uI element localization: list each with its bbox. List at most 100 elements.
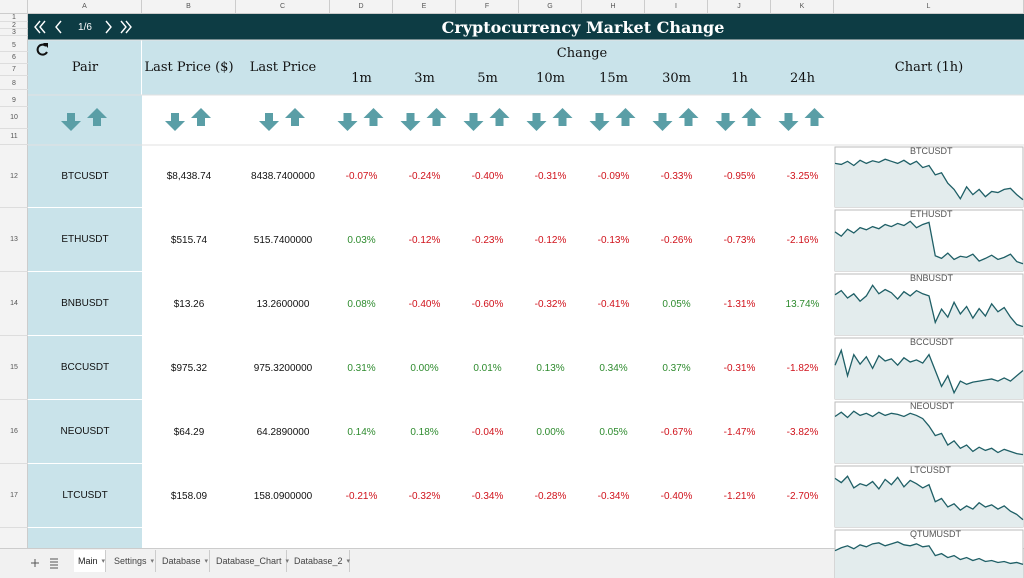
tab-menu[interactable]: ▾ bbox=[101, 558, 106, 565]
sort-down-arrow bbox=[400, 113, 421, 131]
nav-prev bbox=[55, 20, 62, 34]
change-value: -0.73% bbox=[723, 234, 756, 246]
sort-cell bbox=[28, 95, 142, 145]
pair-cell: NEOUSDT bbox=[28, 400, 142, 464]
last-price: 975.3200000 bbox=[253, 362, 313, 374]
change-value: -0.34% bbox=[471, 490, 504, 502]
row-number: 15 bbox=[0, 336, 28, 400]
sort-up-arrow bbox=[87, 108, 107, 126]
tab-menu[interactable]: ▾ bbox=[204, 558, 209, 565]
change-value: -0.13% bbox=[597, 234, 630, 246]
column-header: J bbox=[708, 0, 771, 14]
change-value: -0.34% bbox=[597, 490, 630, 502]
row-number: 12 bbox=[0, 145, 28, 208]
change-value: -0.40% bbox=[471, 171, 504, 182]
sheet-tab[interactable]: Database_Chart ▾ bbox=[212, 550, 290, 572]
tab-label: Database bbox=[162, 556, 201, 566]
nav-first bbox=[34, 20, 41, 34]
change-value: -0.04% bbox=[471, 426, 504, 438]
page-indicator: 1/6 bbox=[78, 21, 92, 33]
change-value: -0.32% bbox=[534, 298, 567, 310]
header-change: Change bbox=[556, 45, 608, 61]
sheet-tab[interactable]: Settings ▾ bbox=[110, 550, 156, 572]
row-number: 11 bbox=[0, 129, 28, 145]
column-header: C bbox=[236, 0, 330, 14]
sparkline-area bbox=[835, 285, 1023, 335]
sort-up-arrow bbox=[678, 108, 699, 126]
tab-menu[interactable]: ▾ bbox=[285, 558, 290, 565]
row-number: 1 bbox=[0, 14, 28, 22]
sort-up-arrow bbox=[804, 108, 825, 126]
change-value: -0.09% bbox=[597, 171, 630, 182]
change-value: -0.41% bbox=[597, 298, 630, 310]
refresh-icon bbox=[36, 43, 48, 56]
column-header: K bbox=[771, 0, 834, 14]
tab-menu[interactable]: ▾ bbox=[150, 558, 155, 565]
sparkline-label: QTUMUSDT bbox=[910, 529, 961, 539]
pair-cell: LTCUSDT bbox=[28, 464, 142, 528]
column-header: D bbox=[330, 0, 393, 14]
sparkline bbox=[834, 158, 1024, 201]
sparkline bbox=[834, 348, 1024, 395]
sparkline-area bbox=[835, 541, 1023, 578]
pair-cell: BCCUSDT bbox=[28, 336, 142, 400]
sheet-tab[interactable]: Database ▾ bbox=[158, 550, 210, 572]
row-number: 13 bbox=[0, 208, 28, 272]
change-value: 0.37% bbox=[662, 362, 691, 374]
change-value: -0.07% bbox=[345, 171, 378, 182]
sort-down-arrow bbox=[589, 113, 610, 131]
sparkline-label: LTCUSDT bbox=[910, 465, 951, 475]
header-last-price: Last Price bbox=[249, 60, 317, 75]
column-header: A bbox=[28, 0, 142, 14]
last-price: 13.2600000 bbox=[256, 298, 310, 310]
change-value: -3.25% bbox=[786, 171, 819, 182]
change-value: -0.40% bbox=[660, 490, 693, 502]
change-value: 0.05% bbox=[599, 426, 628, 438]
header-interval: 3m bbox=[414, 70, 435, 86]
change-value: -0.21% bbox=[345, 490, 378, 502]
sort-down-arrow bbox=[165, 113, 185, 131]
row-number: 9 bbox=[0, 95, 28, 107]
change-value: -0.12% bbox=[534, 234, 567, 246]
row-number: 5 bbox=[0, 40, 28, 52]
sparkline-label: BTCUSDT bbox=[910, 146, 953, 156]
sort-up-arrow bbox=[426, 108, 447, 126]
change-value: -0.26% bbox=[660, 234, 693, 246]
pair-cell: BNBUSDT bbox=[28, 272, 142, 336]
refresh-icon bbox=[28, 40, 142, 95]
sparkline-area bbox=[835, 350, 1023, 399]
sort-down-arrow bbox=[715, 113, 736, 131]
nav-first bbox=[39, 20, 46, 34]
sort-up-arrow bbox=[191, 108, 211, 126]
sparkline bbox=[834, 284, 1024, 328]
change-value: -0.24% bbox=[408, 171, 441, 182]
last-price: 8438.7400000 bbox=[251, 171, 315, 182]
sort-down-arrow bbox=[463, 113, 484, 131]
last-price-usd: $64.29 bbox=[173, 426, 205, 438]
title-bar: Cryptocurrency Market Change bbox=[142, 14, 1024, 40]
change-value: -1.82% bbox=[786, 362, 819, 374]
tab-label: Database_Chart bbox=[216, 556, 282, 566]
change-value: -3.82% bbox=[786, 426, 819, 438]
last-price: 515.7400000 bbox=[253, 234, 313, 246]
column-header: G bbox=[519, 0, 582, 14]
sheet-tab[interactable]: Main ▾ bbox=[74, 550, 106, 572]
change-value: -0.40% bbox=[408, 298, 441, 310]
pair-cell: BTCUSDT bbox=[28, 145, 142, 208]
change-value: 0.13% bbox=[536, 362, 565, 374]
change-value: -0.12% bbox=[408, 234, 441, 246]
tab-menu[interactable]: ▾ bbox=[346, 558, 351, 565]
header-interval: 15m bbox=[599, 70, 628, 86]
header-interval: 5m bbox=[477, 70, 498, 86]
change-value: -1.21% bbox=[723, 490, 756, 502]
sort-up-arrow bbox=[552, 108, 573, 126]
row-number: 3 bbox=[0, 29, 28, 36]
row-number: 8 bbox=[0, 77, 28, 90]
change-value: 0.34% bbox=[599, 362, 628, 374]
corner bbox=[0, 0, 28, 14]
last-price: 158.0900000 bbox=[253, 490, 313, 502]
header-band bbox=[28, 40, 1024, 95]
sparkline-label: BCCUSDT bbox=[910, 337, 954, 347]
sheet-tab[interactable]: Database_2 ▾ bbox=[290, 550, 350, 572]
